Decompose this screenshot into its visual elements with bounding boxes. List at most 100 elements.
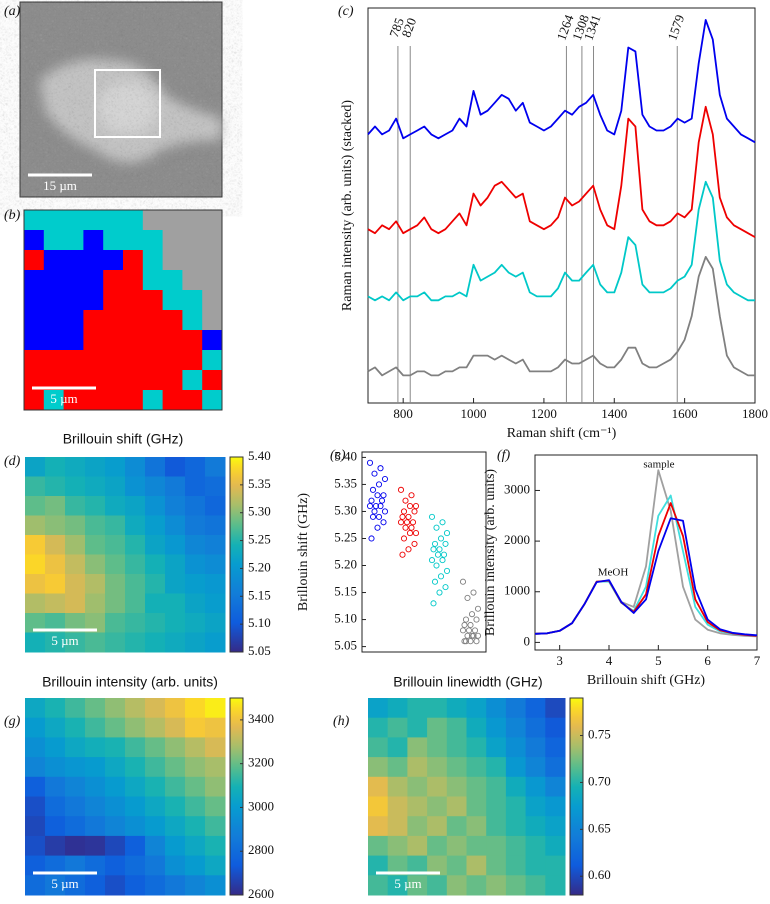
heatmap-cell (427, 698, 448, 719)
heatmap-cell (165, 515, 186, 536)
spectrum-line (367, 255, 755, 377)
heatmap-cell (85, 496, 106, 516)
heatmap-cell (427, 757, 448, 778)
heatmap-cell (407, 698, 428, 719)
strip-point (431, 578, 439, 585)
heatmap-cell (45, 855, 66, 876)
cluster-cell (24, 370, 45, 391)
cluster-cell (123, 250, 144, 271)
strip-point (366, 503, 374, 510)
cluster-cell (43, 350, 65, 371)
heatmap-cell (25, 632, 46, 653)
heatmap-cell (205, 816, 226, 837)
x-tick-label: 1000 (461, 406, 487, 421)
strip-point (436, 546, 443, 553)
x-tick-label: 5 (655, 653, 662, 668)
colorbar-tick-label: 2800 (248, 842, 274, 857)
strip-point (440, 551, 448, 558)
heatmap-cell (466, 757, 487, 778)
heatmap-cell (125, 515, 146, 536)
heatmap-cell (446, 737, 467, 758)
spectrum-line (367, 180, 755, 302)
heatmap-title: Brillouin shift (GHz) (63, 431, 184, 447)
heatmap-cell (105, 698, 126, 719)
heatmap-cell (65, 457, 86, 477)
heatmap-cell (85, 535, 106, 555)
heatmap-cell (205, 574, 226, 594)
heatmap-cell (387, 757, 408, 778)
cluster-cell (123, 210, 144, 231)
strip-point (405, 546, 412, 553)
heatmap-cell (486, 875, 507, 896)
heatmap-cell (205, 855, 226, 876)
strip-point (412, 503, 420, 510)
colorbar-tick-label: 3200 (248, 755, 274, 770)
strip-point (378, 497, 386, 504)
heatmap-cell (525, 717, 546, 738)
heatmap-cell (85, 875, 106, 896)
heatmap-cell (25, 757, 46, 778)
colorbar-tick-label: 5.05 (248, 643, 271, 658)
heatmap-cell (427, 776, 448, 797)
heatmap-cell (165, 574, 186, 594)
heatmap-cell (427, 717, 448, 738)
heatmap-cell (125, 875, 146, 896)
heatmap-cell (105, 476, 126, 497)
heatmap-cell (105, 796, 126, 817)
heatmap-cell (125, 593, 146, 614)
y-tick-label: 5.20 (334, 556, 357, 571)
heatmap-cell (545, 875, 566, 896)
heatmap-cell (85, 457, 106, 477)
heatmap-cell (368, 776, 389, 797)
cluster-cell (83, 330, 104, 351)
heatmap-cell (145, 698, 166, 719)
heatmap-cell (185, 855, 206, 876)
heatmap-cell (145, 593, 166, 614)
cluster-cell (24, 310, 45, 331)
strip-point (397, 486, 405, 493)
heatmap-cell (185, 613, 206, 633)
heatmap-cell (65, 476, 86, 497)
heatmap-cell (205, 875, 226, 896)
heatmap-cell (165, 875, 186, 896)
strip-point (464, 594, 471, 601)
heatmap-cell (45, 757, 66, 778)
heatmap-cell (145, 554, 166, 575)
heatmap-cell (65, 535, 86, 555)
image-texture (20, 2, 222, 197)
y-tick-label: 5.15 (334, 584, 357, 599)
heatmap-cell (466, 796, 487, 817)
panel-label: (g) (4, 714, 21, 729)
strip-point (473, 638, 480, 645)
strip-point (369, 513, 377, 520)
heatmap-cell (145, 776, 166, 797)
heatmap-cell (407, 776, 428, 797)
heatmap-cell (545, 757, 566, 778)
heatmap-cell (65, 496, 86, 516)
cluster-cell (142, 350, 164, 371)
cluster-cell (123, 330, 144, 351)
heatmap-cell (85, 554, 106, 575)
heatmap-cell (25, 476, 46, 497)
heatmap-title: Brillouin intensity (arb. units) (42, 674, 218, 690)
scale-bar-label: 5 µm (51, 633, 78, 648)
heatmap-cell (25, 835, 46, 857)
panel-label: (e) (330, 448, 346, 463)
cluster-cell (162, 350, 183, 371)
strip-point (405, 513, 412, 520)
strip-point (377, 503, 384, 510)
heatmap-cell (105, 496, 126, 516)
annotation: MeOH (598, 567, 629, 579)
y-axis-label: Brillouin intensity (arb. units) (483, 469, 498, 637)
heatmap-cell (65, 776, 86, 797)
heatmap-cell (165, 737, 186, 758)
heatmap-cell (125, 698, 146, 719)
heatmap-cell (185, 816, 206, 837)
heatmap-cell (45, 535, 66, 555)
heatmap-cell (65, 737, 86, 758)
cluster-cell (162, 250, 183, 271)
heatmap-cell (466, 776, 487, 797)
cluster-cell (202, 290, 223, 311)
heatmap-cell (446, 717, 467, 738)
heatmap-cell (205, 835, 226, 857)
